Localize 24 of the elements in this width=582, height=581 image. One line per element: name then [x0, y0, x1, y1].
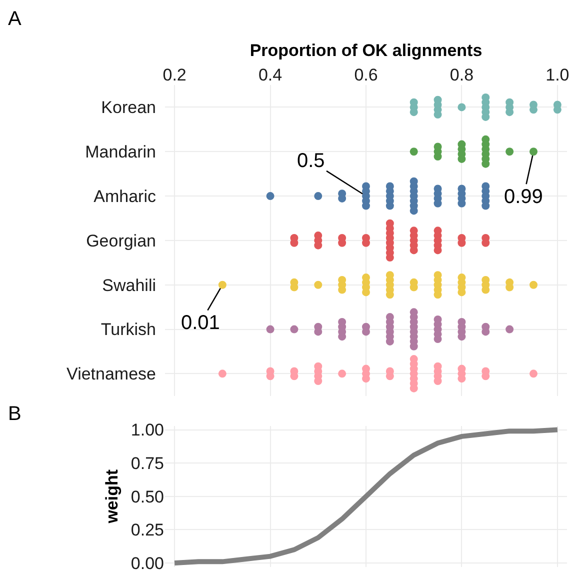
y-tick-label: Turkish — [100, 320, 156, 340]
x-tick-label: 0.8 — [450, 66, 474, 85]
x-tick-label: 0.4 — [258, 66, 282, 85]
y-tick-label: Mandarin — [85, 142, 156, 162]
y-tick-label: Swahili — [102, 276, 156, 295]
y-axis-title: weight — [102, 469, 122, 524]
y-tick-label: 1.00 — [130, 420, 164, 440]
text: B — [8, 403, 22, 425]
annotation: 0.01 — [181, 312, 220, 334]
y-tick-label: 0.25 — [130, 520, 164, 540]
x-tick-label: 0.6 — [354, 66, 378, 85]
y-tick-label: Korean — [101, 98, 156, 118]
x-axis-title: Proportion of OK alignments — [250, 41, 482, 60]
annotation: 0.99 — [504, 186, 543, 208]
y-tick-label: Georgian — [86, 231, 156, 250]
annotation: 0.5 — [297, 150, 325, 172]
x-tick-label: 0.2 — [162, 66, 186, 85]
text: A — [8, 8, 22, 30]
y-tick-label: 0.50 — [130, 487, 164, 506]
y-tick-label: 0.00 — [130, 554, 164, 573]
y-tick-label: 0.75 — [130, 454, 164, 474]
y-tick-label: Vietnamese — [66, 364, 156, 384]
y-tick-label: Amharic — [94, 186, 156, 206]
x-tick-label: 1.0 — [546, 66, 570, 85]
